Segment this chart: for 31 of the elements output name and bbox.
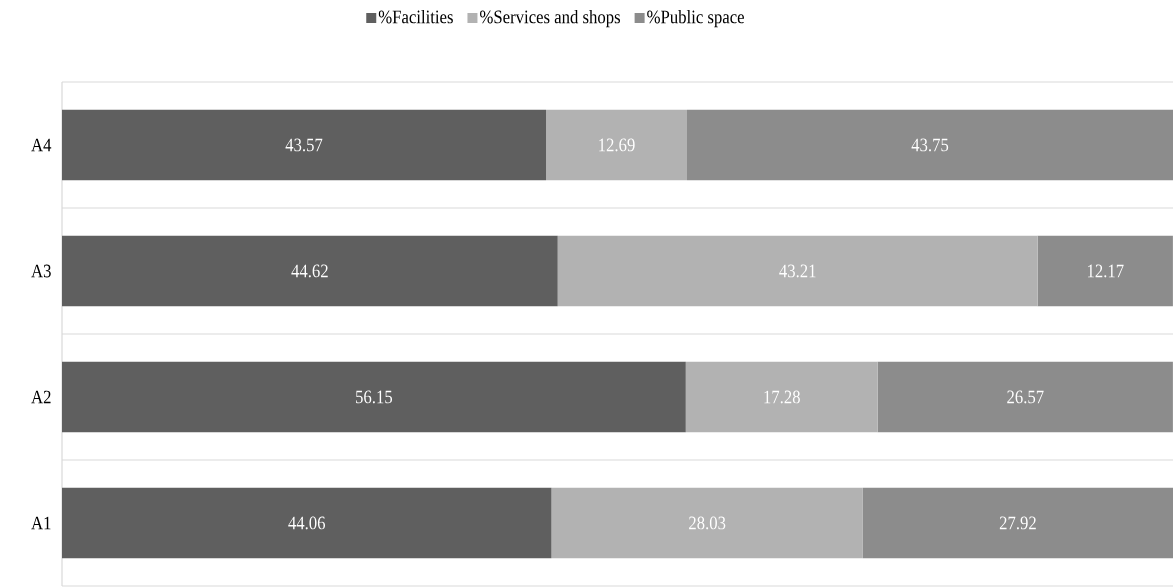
bar [62, 487, 552, 559]
data-label: 43.57 [285, 138, 323, 152]
data-label: 56.15 [356, 390, 393, 404]
bar [877, 361, 1173, 433]
bar [546, 109, 687, 181]
legend-label: %Facilities [378, 9, 453, 24]
data-label: 43.75 [911, 138, 949, 152]
bar [62, 235, 558, 307]
data-label: 17.28 [764, 390, 800, 404]
bar [1037, 235, 1173, 307]
data-label: 44.62 [291, 264, 328, 278]
legend-label: %Services and shops [480, 9, 620, 28]
y-tick-label: A2 [31, 390, 51, 404]
bar [685, 361, 878, 433]
bar [551, 487, 863, 559]
data-label: 27.92 [999, 516, 1036, 530]
y-tick-label: A4 [31, 138, 52, 152]
y-tick-label: A3 [31, 264, 51, 278]
bar [686, 109, 1174, 181]
legend-label: %Public space [647, 9, 744, 28]
bar [557, 235, 1038, 307]
data-label: 26.57 [1007, 390, 1044, 404]
bar [862, 487, 1174, 559]
bar [62, 109, 547, 181]
data-label: 44.06 [288, 516, 326, 530]
y-tick-label: A1 [31, 516, 51, 530]
data-label: 12.69 [599, 138, 635, 152]
data-label: 12.17 [1087, 264, 1124, 278]
data-label: 28.03 [689, 516, 726, 530]
bar [62, 361, 686, 433]
data-label: 43.21 [779, 264, 816, 278]
